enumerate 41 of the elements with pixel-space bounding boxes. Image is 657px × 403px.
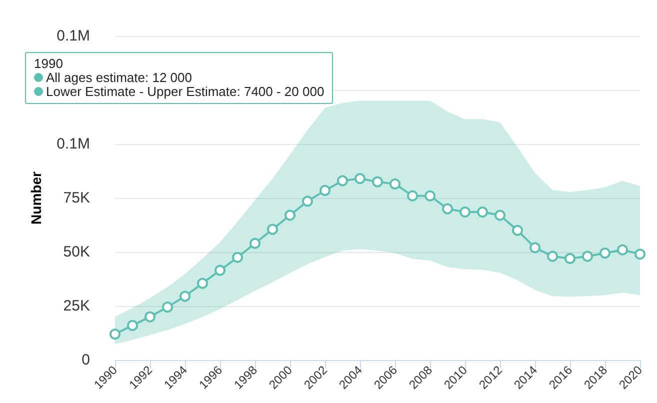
point	[424, 190, 436, 202]
point	[494, 210, 506, 221]
text: 1990	[34, 56, 63, 71]
annotation: Lower Estimate - Upper Estimate: 7400 - 20 000	[46, 84, 324, 99]
point	[354, 173, 366, 184]
annotation: All ages estimate: 12 000	[46, 70, 192, 85]
point	[267, 224, 278, 235]
point	[547, 250, 558, 262]
point	[197, 278, 208, 289]
point	[110, 328, 120, 340]
point	[530, 242, 540, 254]
point	[634, 248, 646, 260]
point	[582, 250, 593, 262]
point	[337, 175, 348, 186]
point	[460, 206, 470, 218]
point	[250, 238, 260, 249]
point	[180, 290, 190, 302]
y-tick-label: 0	[82, 352, 90, 368]
point	[162, 302, 173, 313]
point	[127, 320, 138, 331]
point	[320, 184, 330, 196]
point	[512, 224, 523, 236]
point	[214, 264, 226, 276]
y-tick-label: 25K	[63, 298, 90, 314]
y-tick-label: 0.1M	[56, 28, 90, 44]
point	[564, 252, 576, 264]
point	[477, 206, 488, 218]
point	[232, 252, 243, 263]
y-tick-label: 75K	[63, 190, 90, 206]
y-tick-label: 0.1M	[56, 136, 90, 152]
point	[407, 190, 418, 202]
point	[144, 311, 156, 322]
point	[442, 203, 453, 214]
point	[284, 210, 296, 221]
point	[390, 178, 400, 190]
y-tick-label: 50K	[63, 244, 90, 260]
point	[372, 176, 383, 188]
point	[600, 248, 610, 259]
point	[302, 196, 313, 207]
point	[617, 244, 628, 256]
y-axis-title: Number	[28, 171, 44, 224]
